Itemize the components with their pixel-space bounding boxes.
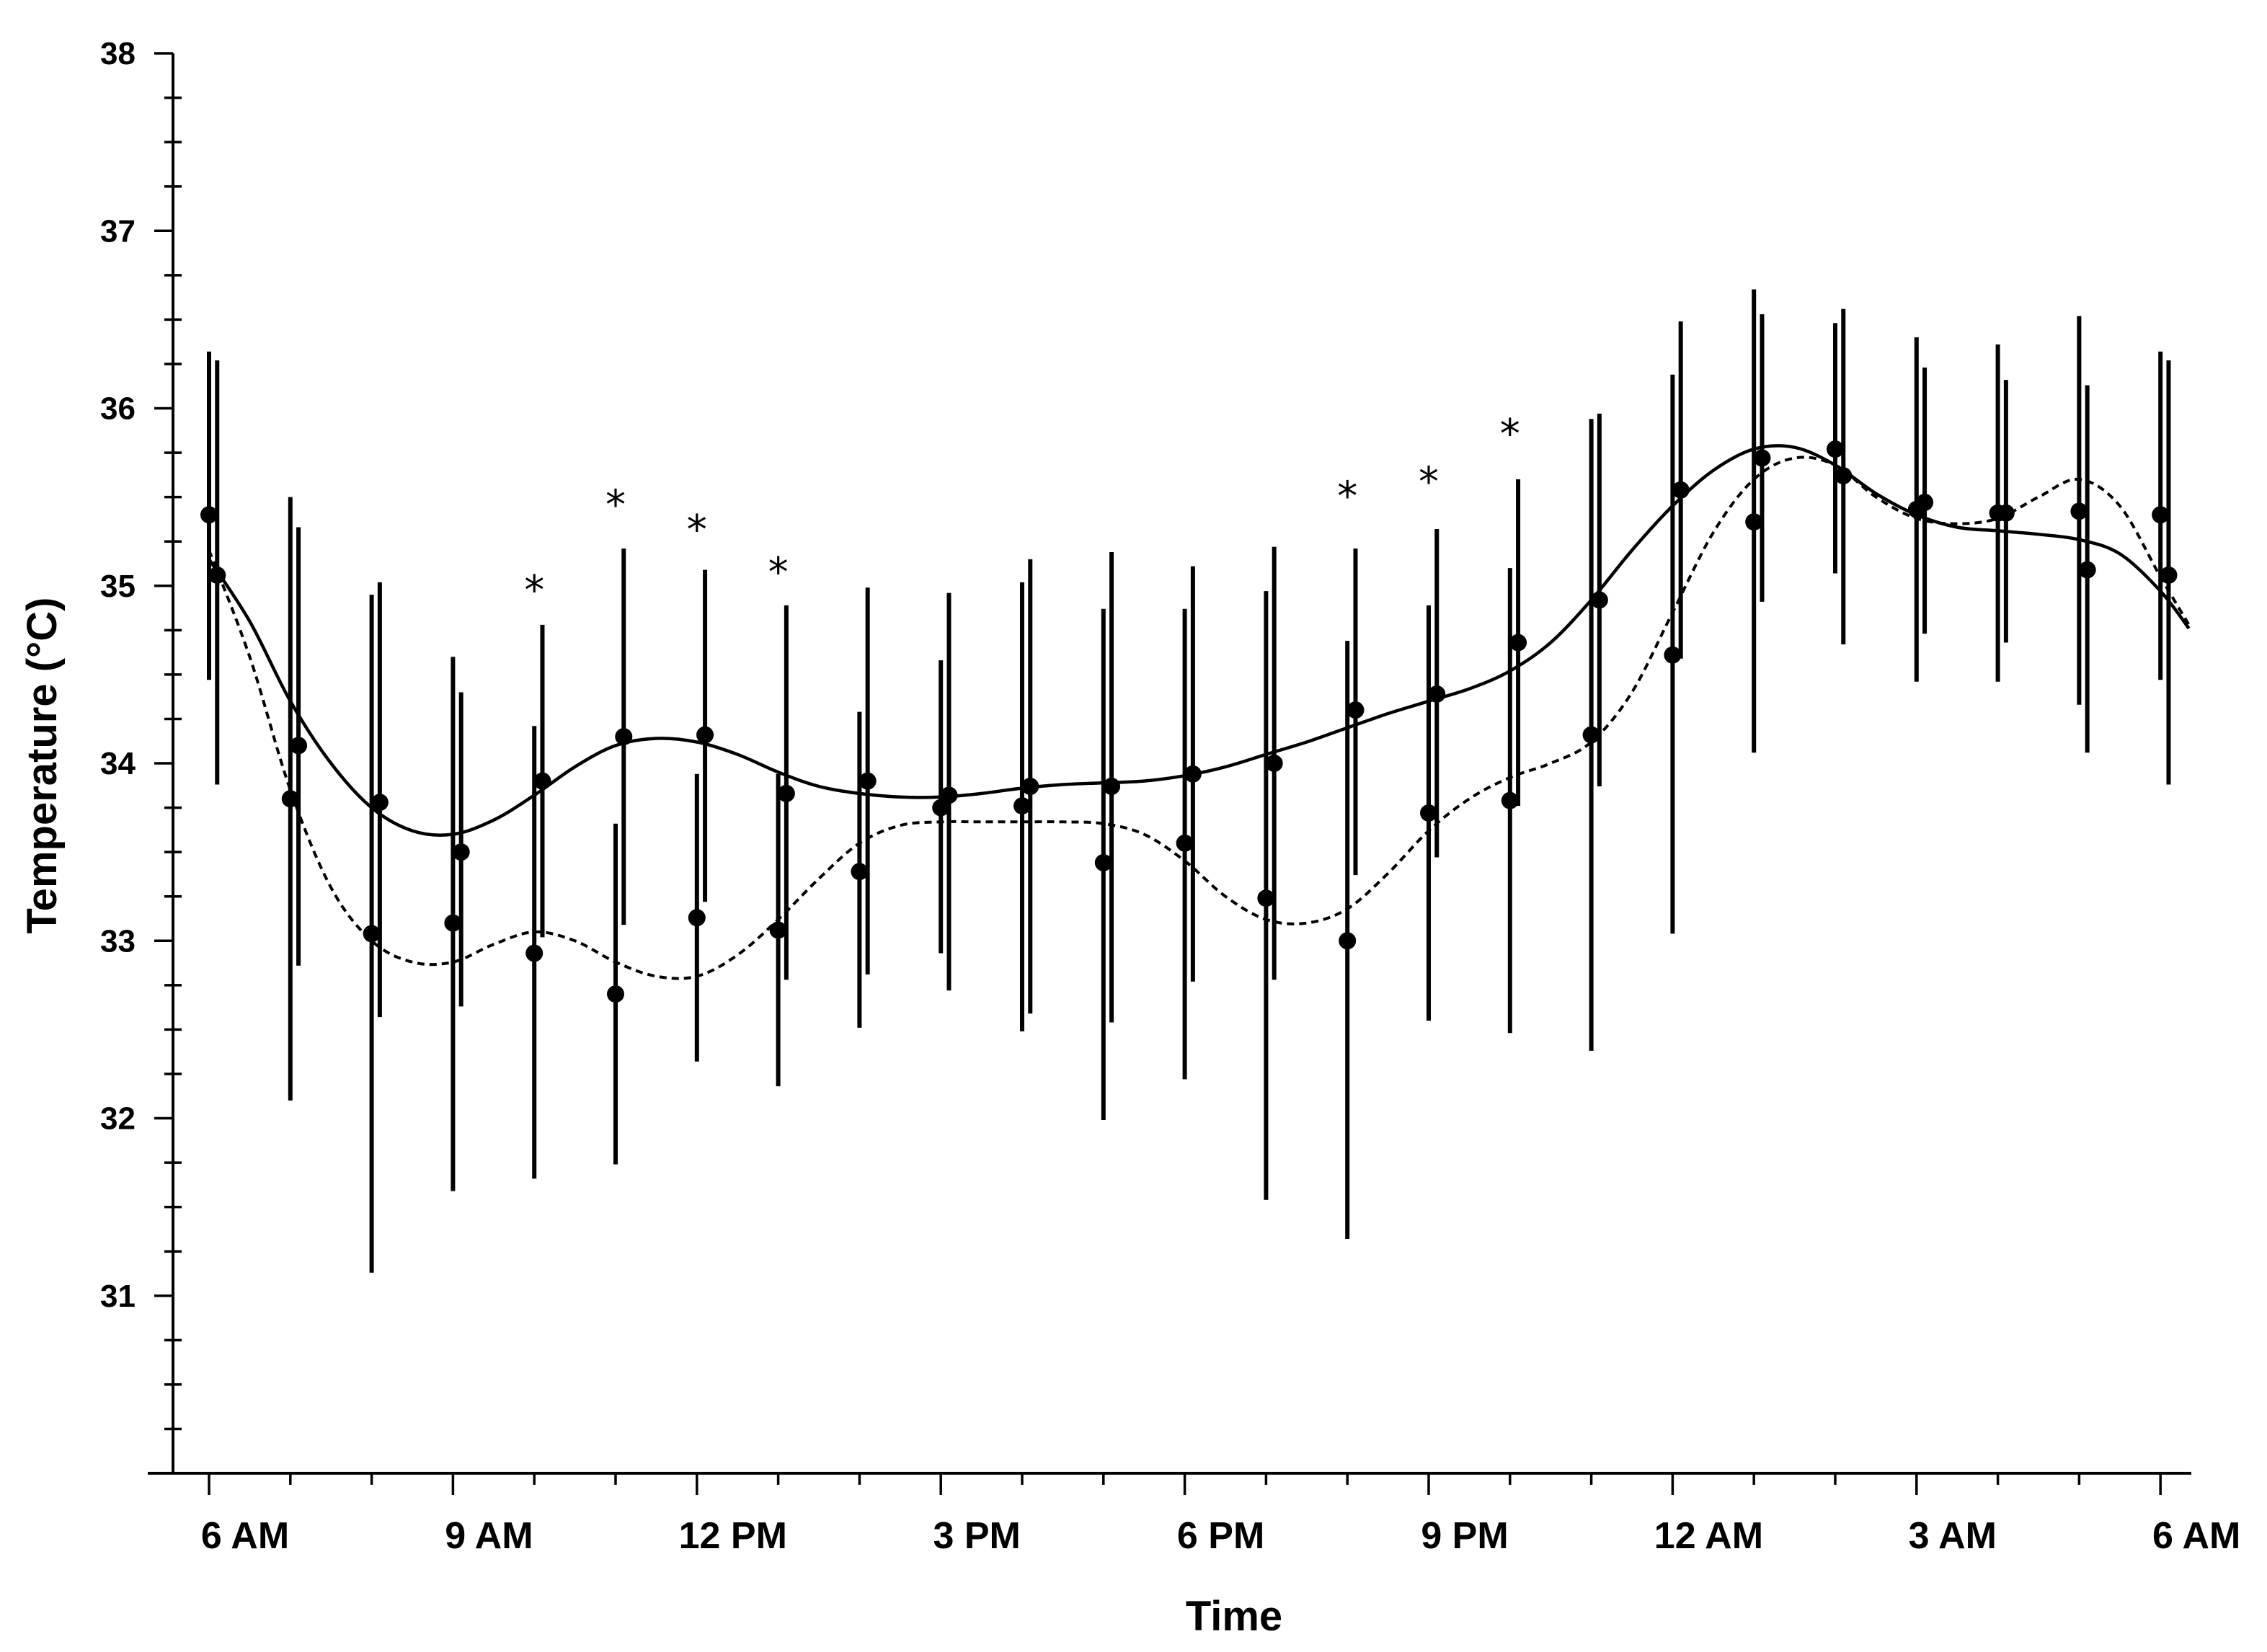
data-point-dashed (1989, 504, 2007, 522)
tick-marks (154, 52, 2162, 1495)
data-point-solid (777, 784, 795, 802)
x-tick-label: 3 PM (933, 1515, 1021, 1557)
data-point-solid (859, 772, 877, 790)
data-point-dashed (1339, 932, 1357, 950)
significance-star: * (1500, 411, 1520, 458)
y-tick-label: 33 (100, 923, 136, 959)
data-point-dashed (932, 799, 950, 817)
significance-star: * (524, 567, 544, 614)
significance-star: * (768, 549, 789, 596)
x-tick-label: 6 AM (2152, 1515, 2240, 1557)
y-tick-label: 35 (100, 569, 136, 604)
data-point-dashed (200, 506, 218, 524)
curve-dashed (208, 456, 2191, 980)
data-point-dashed (851, 863, 869, 881)
data-point-dashed (1582, 726, 1600, 744)
data-point-dashed (2070, 502, 2088, 520)
data-point-solid (940, 786, 958, 804)
x-axis-label: Time (1186, 1593, 1282, 1640)
x-tick-label: 6 AM (201, 1515, 289, 1557)
data-points (200, 440, 2178, 1003)
data-point-solid (2078, 561, 2096, 579)
x-tick-label: 6 PM (1177, 1515, 1264, 1557)
x-tick-label: 12 PM (679, 1515, 787, 1557)
data-point-dashed (688, 909, 706, 927)
data-point-solid (1103, 778, 1121, 796)
data-point-solid (2160, 566, 2178, 584)
data-point-dashed (2152, 506, 2170, 524)
data-point-dashed (769, 921, 787, 939)
data-point-dashed (1094, 853, 1112, 871)
data-point-solid (1753, 449, 1771, 467)
x-tick-label: 9 PM (1421, 1515, 1508, 1557)
data-point-solid (1835, 467, 1853, 485)
data-point-dashed (525, 944, 544, 962)
data-point-dashed (1664, 646, 1682, 664)
fitted-curves (208, 444, 2191, 980)
data-point-solid (1672, 481, 1690, 499)
data-point-solid (1590, 591, 1608, 609)
data-point-dashed (444, 914, 462, 932)
data-point-dashed (1745, 513, 1763, 531)
significance-star: * (1337, 473, 1357, 520)
data-point-solid (1509, 634, 1527, 652)
y-tick-label: 38 (100, 36, 136, 71)
significance-markers: * * * * * * * (524, 411, 1520, 614)
significance-star: * (687, 507, 707, 554)
data-point-solid (533, 772, 551, 790)
data-point-solid (290, 737, 308, 755)
data-point-solid (1265, 755, 1283, 772)
data-point-solid (1184, 765, 1202, 783)
x-tick-label: 3 AM (1909, 1515, 1997, 1557)
data-point-dashed (1420, 804, 1437, 822)
y-tick-label: 31 (100, 1279, 136, 1314)
data-point-solid (1021, 778, 1039, 796)
data-point-dashed (1176, 834, 1194, 852)
y-tick-label: 34 (100, 746, 136, 781)
data-point-solid (615, 728, 633, 746)
y-axis-label: Temperature (°C) (19, 598, 66, 934)
data-point-solid (208, 566, 226, 584)
data-point-dashed (1827, 440, 1844, 458)
data-point-dashed (607, 985, 624, 1003)
y-tick-label: 36 (100, 391, 136, 427)
data-point-dashed (281, 790, 299, 808)
data-point-dashed (1907, 500, 1925, 518)
significance-star: * (1419, 459, 1439, 506)
data-point-solid (1428, 685, 1446, 703)
data-point-dashed (1013, 797, 1031, 815)
data-point-solid (371, 794, 389, 812)
y-tick-label: 32 (100, 1101, 136, 1137)
x-tick-label: 12 AM (1654, 1515, 1763, 1557)
tick-labels: 31 32 33 34 35 36 37 38 6 AM 9 AM 12 PM 3 PM 6 PM 9 P… (100, 36, 2240, 1557)
data-point-solid (452, 843, 470, 861)
y-tick-label: 37 (100, 213, 136, 249)
data-point-solid (696, 726, 714, 744)
x-tick-label: 9 AM (445, 1515, 533, 1557)
significance-star: * (605, 482, 626, 529)
data-point-dashed (1501, 791, 1519, 809)
data-point-dashed (363, 925, 381, 943)
data-point-solid (1347, 701, 1365, 719)
data-point-dashed (1257, 889, 1275, 907)
